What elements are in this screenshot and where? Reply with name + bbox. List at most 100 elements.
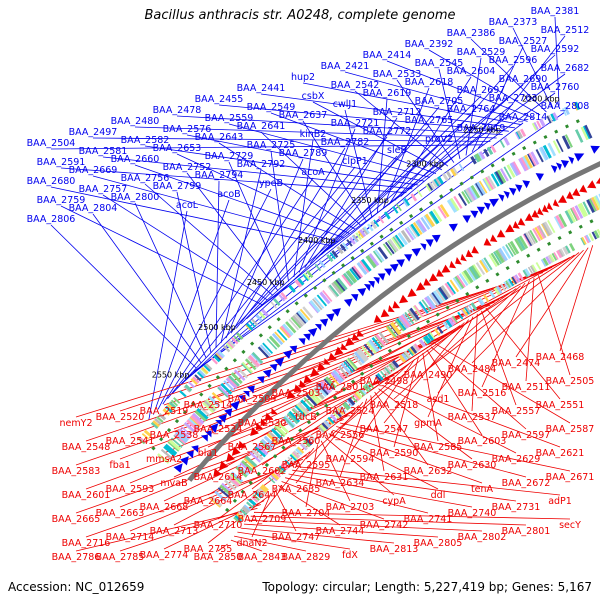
plus-gene-label: BAA_2529 — [457, 47, 506, 58]
minus-gene-label: tdcB — [295, 412, 317, 423]
plus-gene-label: BAA_2641 — [237, 121, 286, 132]
plus-gene-label: BAA_2792 — [237, 159, 286, 170]
plus-gene-label: BAA_2690 — [499, 74, 548, 85]
minus-gene-label: BAA_2490 — [404, 370, 453, 381]
plus-gene-label: BAA_2806 — [27, 214, 76, 225]
kbp-tick-label: 2250 kbp — [463, 125, 501, 134]
minus-gene-label: BAA_2538 — [150, 430, 199, 441]
plus-gene-label: cwlJ1 — [333, 99, 357, 110]
minus-gene-label: BAA_2668 — [140, 502, 189, 513]
plus-gene-label: kinB2 — [300, 129, 327, 140]
minus-gene-label: BAA_2597 — [502, 430, 551, 441]
plus-gene-label: acoB — [217, 189, 240, 200]
minus-gene-label: BAA_2560 — [272, 436, 321, 447]
minus-gene-label: BAA_2850 — [194, 552, 243, 563]
plus-gene-label: BAA_2512 — [541, 25, 590, 36]
minus-gene-label: BAA_2747 — [272, 532, 321, 543]
minus-gene-label: BAA_2632 — [404, 466, 453, 477]
minus-gene-label: BAA_2634 — [316, 478, 365, 489]
plus-gene-label: ypeB — [259, 178, 283, 189]
minus-gene-label: BAA_2802 — [458, 532, 507, 543]
minus-gene-label: BAA_2547 — [360, 424, 409, 435]
minus-gene-label: BAA_2755 — [184, 544, 233, 555]
minus-gene-label: BAA_2468 — [536, 352, 585, 363]
plus-gene-label: BAA_2504 — [27, 138, 76, 149]
minus-gene-label: BAA_2516 — [458, 388, 507, 399]
plus-gene-label: BAA_2643 — [195, 132, 244, 143]
minus-gene-label: BAA_2665 — [52, 514, 101, 525]
minus-gene-label: BAA_2524 — [326, 406, 375, 417]
minus-gene-label: BAA_2541 — [106, 436, 155, 447]
plus-gene-label: BAA_2455 — [195, 94, 244, 105]
plus-gene-label: BAA_2752 — [163, 162, 212, 173]
outer-feature-track-1 — [157, 124, 593, 464]
plus-gene-label: BAA_2697 — [457, 85, 506, 96]
minus-gene-label: BAA_2829 — [282, 552, 331, 563]
plus-gene-label: BAA_2804 — [69, 203, 118, 214]
plus-gene-label: BAA_2660 — [111, 154, 160, 165]
minus-gene-label: BAA_2511 — [502, 382, 551, 393]
plus-gene-label: BAA_2721 — [331, 118, 380, 129]
minus-gene-label: tenA — [471, 484, 494, 495]
plus-strand-genes — [173, 145, 600, 473]
plus-gene-label: proV2 — [425, 134, 453, 145]
minus-gene-label: BAA_2635 — [272, 484, 321, 495]
minus-gene-label: BAA_2520 — [96, 412, 145, 423]
minus-gene-label: cypA — [382, 496, 406, 507]
minus-gene-label: BAA_2556 — [316, 430, 365, 441]
plus-gene-label: BAA_2729 — [205, 151, 254, 162]
summary-text: Topology: circular; Length: 5,227,419 bp… — [262, 580, 592, 594]
outer-tick-track — [151, 116, 586, 451]
minus-gene-label: BAA_2519 — [140, 406, 189, 417]
plus-gene-label: BAA_2705 — [415, 96, 464, 107]
minus-gene-label: nemY2 — [60, 418, 93, 429]
minus-gene-label: BAA_2505 — [546, 376, 595, 387]
plus-gene-label: BAA_2760 — [531, 82, 580, 93]
plus-gene-label: BAA_2725 — [247, 140, 296, 151]
minus-gene-label: BAA_2551 — [536, 400, 585, 411]
minus-gene-label: BAA_2534 — [194, 424, 243, 435]
minus-gene-label: BAA_2484 — [448, 364, 497, 375]
plus-gene-label: BAA_2799 — [153, 181, 202, 192]
plus-gene-label: BAA_2814 — [499, 112, 548, 123]
plus-gene-label: BAA_2794 — [195, 170, 244, 181]
plus-gene-label: BAA_2441 — [237, 83, 286, 94]
minus-gene-label: BAA_2567 — [228, 442, 277, 453]
minus-gene-label: BAA_2672 — [502, 478, 551, 489]
minus-gene-label: BAA_2786 — [52, 552, 101, 563]
minus-gene-label: BAA_2518 — [370, 400, 419, 411]
plus-gene-label: BAA_2581 — [79, 146, 128, 157]
minus-gene-label: BAA_2744 — [316, 526, 365, 537]
plus-gene-label: BAA_2789 — [279, 148, 328, 159]
minus-gene-label: BAA_2630 — [448, 460, 497, 471]
minus-gene-label: BAA_2509 — [228, 394, 277, 405]
inner-feature-track-2 — [233, 228, 600, 524]
kbp-tick-label: 2400 kbp — [298, 236, 336, 245]
minus-gene-label: BAA_2664 — [184, 496, 233, 507]
plus-gene-label: BAA_2421 — [321, 61, 370, 72]
minus-gene-label: BAA_2603 — [458, 436, 507, 447]
minus-gene-label: BAA_2585 — [414, 442, 463, 453]
minus-gene-label: BAA_2602 — [238, 466, 287, 477]
minus-gene-label: BAA_2740 — [448, 508, 497, 519]
plus-gene-label: BAA_2712 — [373, 107, 422, 118]
minus-gene-label: BAA_2530 — [238, 418, 287, 429]
kbp-tick-label: 2300 kbp — [406, 159, 444, 168]
plus-gene-label: clpP1 — [342, 156, 368, 167]
minus-gene-label: BAA_2774 — [140, 550, 189, 561]
page-title: Bacillus anthracis str. A0248, complete … — [144, 8, 456, 23]
plus-gene-label: BAA_2680 — [27, 176, 76, 187]
minus-gene-label: BAA_2716 — [62, 538, 111, 549]
plus-gene-label: BAA_2782 — [321, 137, 370, 148]
plus-gene-label: BAA_2759 — [37, 195, 86, 206]
minus-gene-label: BAA_2813 — [370, 544, 419, 555]
plus-gene-label: BAA_2480 — [111, 116, 160, 127]
minus-gene-label: BAA_2709 — [238, 514, 287, 525]
plus-gene-label: BAA_2527 — [499, 36, 548, 47]
kbp-tick-label: 2200 kbp — [522, 94, 560, 103]
plus-gene-label: BAA_2808 — [541, 101, 590, 112]
plus-gene-label: BAA_2819 — [457, 123, 506, 134]
plus-gene-label: BAA_2373 — [489, 17, 538, 28]
plus-gene-label: BAA_2549 — [247, 102, 296, 113]
plus-gene-label: hup2 — [291, 72, 315, 83]
